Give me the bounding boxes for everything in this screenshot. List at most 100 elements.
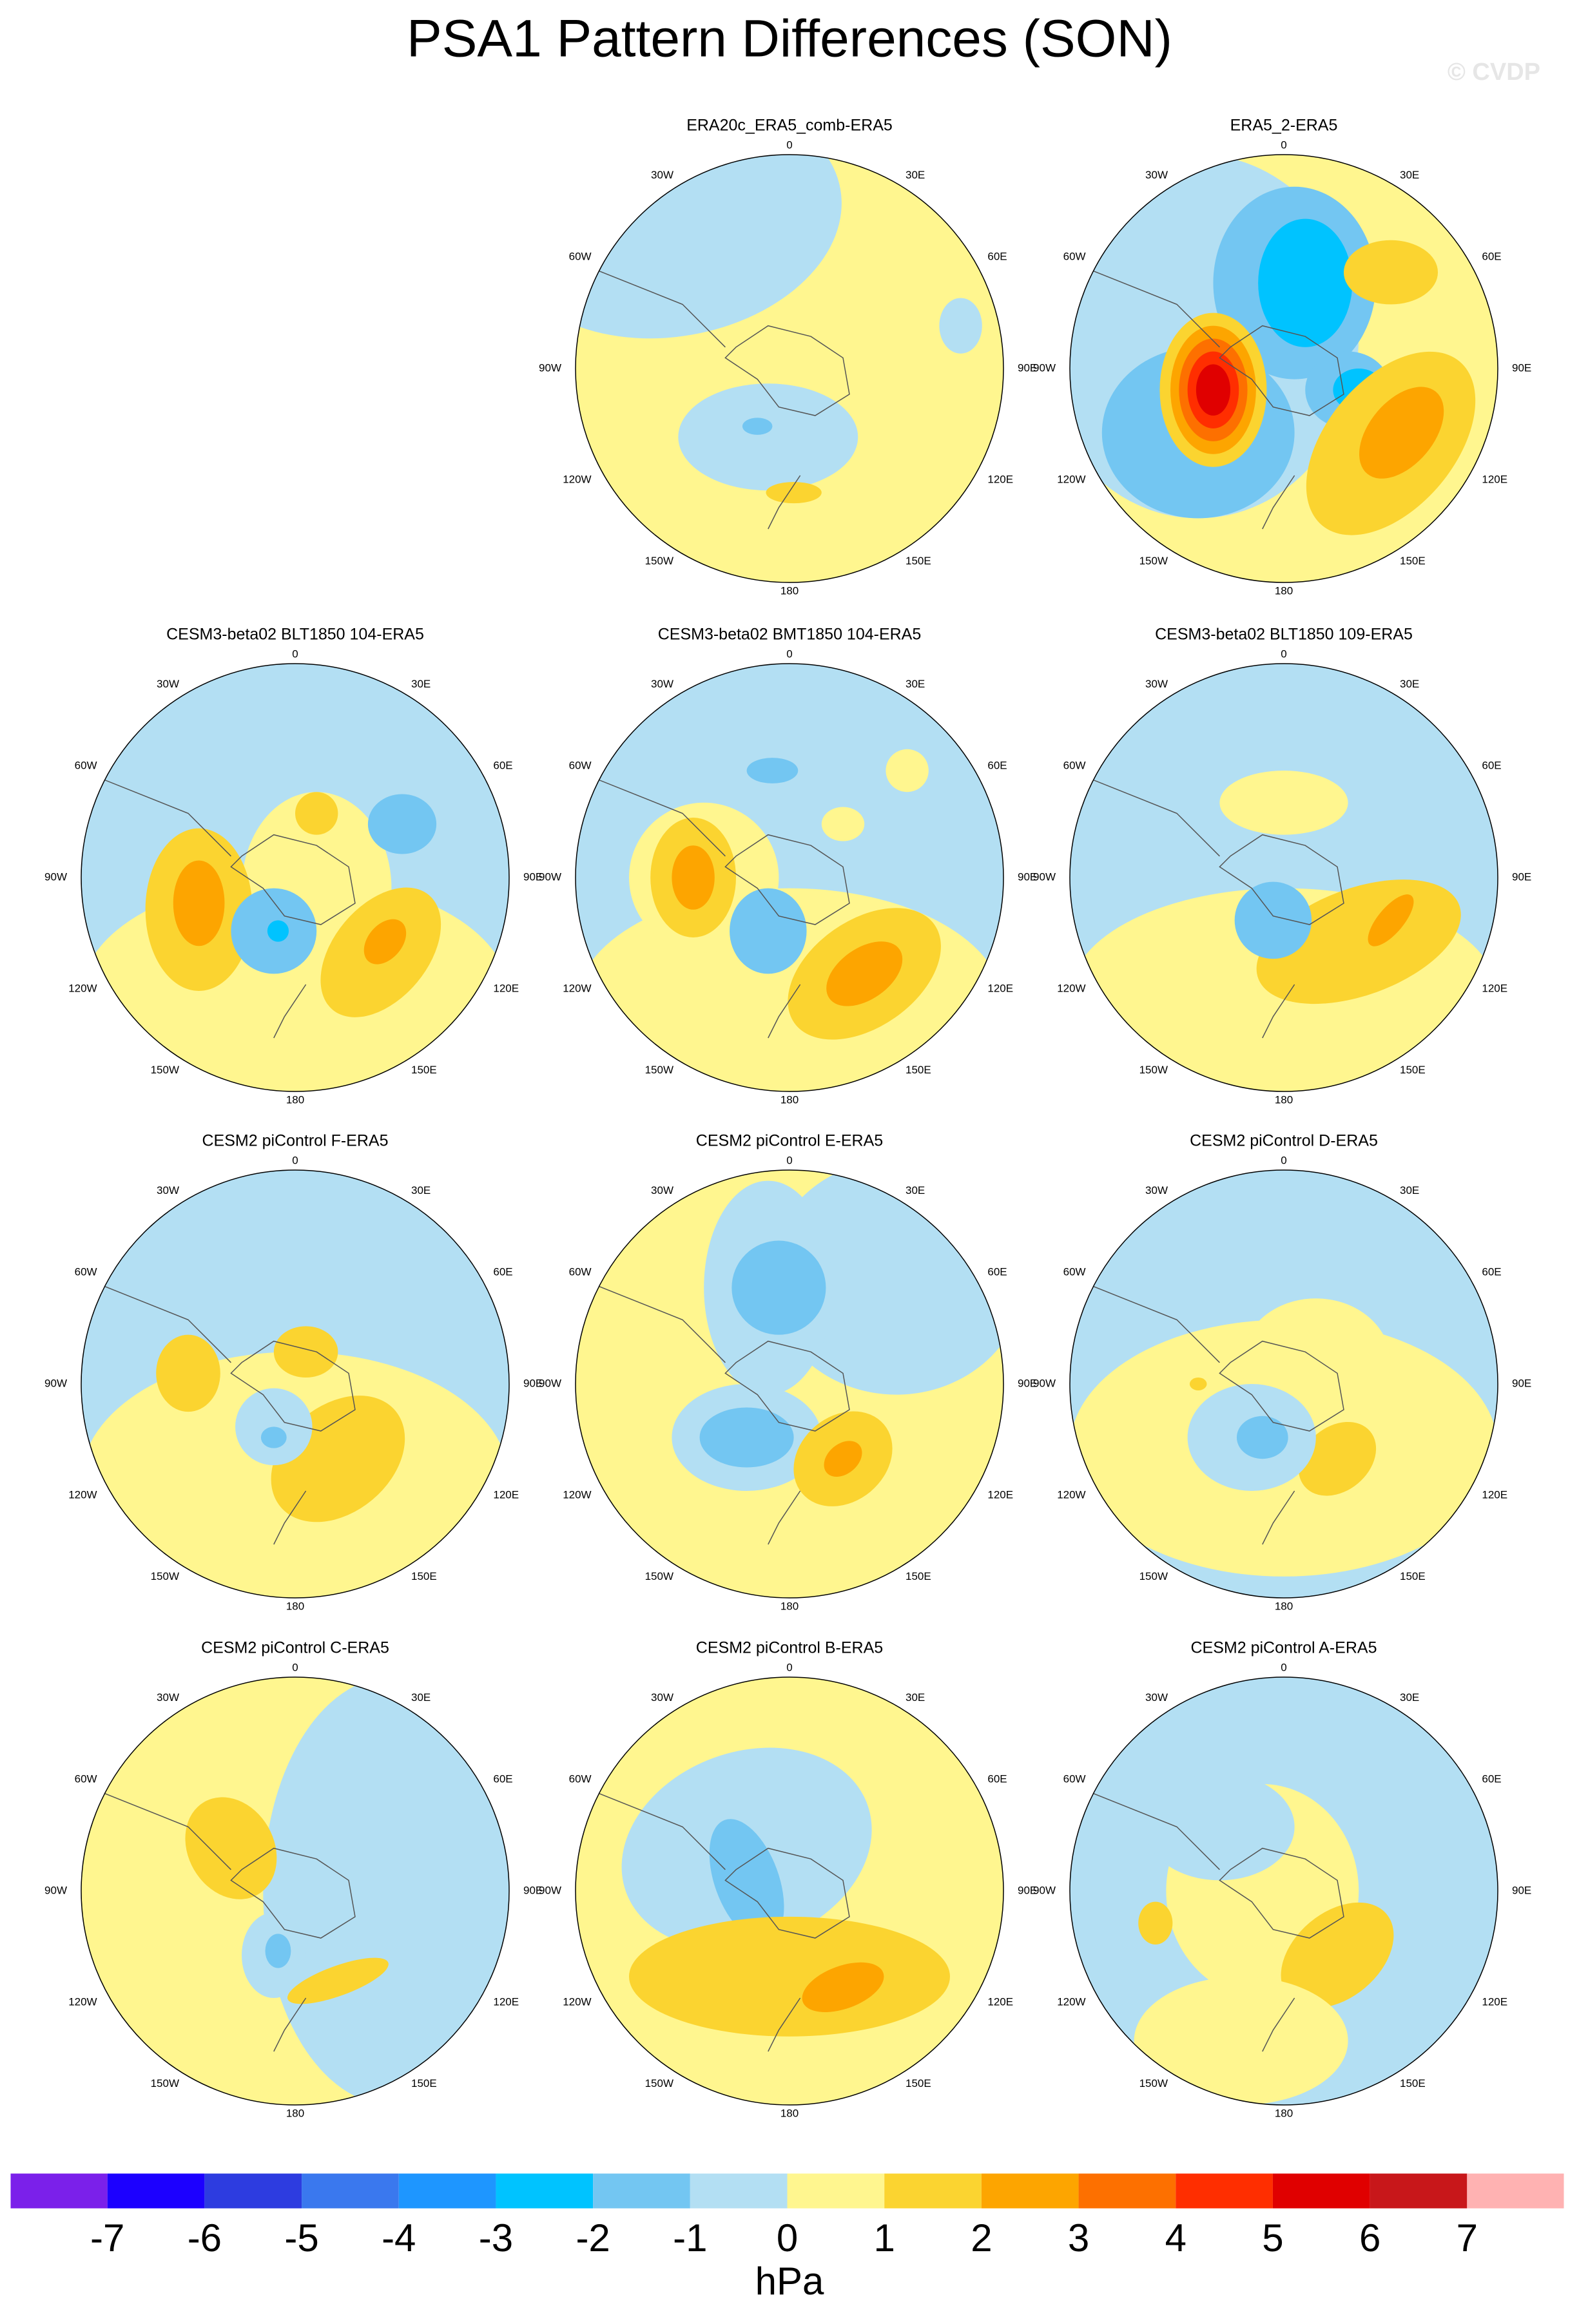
field-blob [672,845,715,910]
lon-label: 150E [906,1064,931,1076]
lon-label: 150E [1400,2077,1426,2089]
field-blob [265,1934,291,1968]
field-blob [678,383,858,491]
map-field [81,664,509,1091]
field-blob [1196,364,1230,416]
field-blob [1298,1421,1377,1496]
map-field [1070,1677,1498,2105]
lon-label: 30E [411,678,431,690]
lon-label: 60W [75,1265,97,1278]
colorbar-box [1078,2173,1176,2209]
lon-label: 120E [1482,1488,1507,1501]
lon-label: 120W [563,982,591,994]
colorbar-tick-label: 4 [1165,2216,1187,2260]
lon-label: 90E [523,1884,543,1896]
map-field [81,1170,509,1598]
coastline [230,1340,356,1432]
lon-label: 30E [411,1691,431,1704]
lon-label: 60W [1063,1772,1086,1785]
lon-label: 120W [68,1488,97,1501]
lon-label: 180 [1275,1093,1293,1106]
map-field [1070,1170,1498,1598]
lon-label: 120E [1482,982,1507,994]
lon-label: 30E [906,169,925,181]
field-blob [766,481,822,504]
field-blob [273,1326,338,1378]
field-blob [173,860,225,946]
map-border [575,663,1004,1092]
lon-label: 150E [1400,1064,1426,1076]
lon-label: 0 [1281,648,1286,660]
lon-label: 30E [906,1691,925,1704]
panel-title: CESM2 piControl E-ERA5 [696,1132,883,1150]
lon-label: 120W [1057,1995,1085,2008]
colorbar-tick-label: -5 [284,2216,318,2260]
panel-title: ERA5_2-ERA5 [1230,117,1338,135]
lon-label: 150E [906,555,931,567]
field-blob [826,941,903,1006]
lon-label: 60W [569,1265,592,1278]
lon-label: 120W [563,473,591,485]
colorbar-box [1370,2173,1468,2209]
colorbar-box [204,2173,302,2209]
lon-label: 60W [569,1772,592,1785]
coastline [1262,475,1295,530]
coastline [1262,1490,1295,1545]
coastline [1219,325,1344,416]
map-border [81,1169,510,1599]
lon-label: 0 [786,648,792,660]
coastline [1219,1340,1344,1432]
lon-label: 60E [987,1772,1007,1785]
field-blob [1234,881,1312,959]
lon-label: 90W [1033,361,1056,374]
map-border [1069,663,1498,1092]
coastline [230,1847,356,1939]
lon-label: 120W [1057,982,1085,994]
lon-label: 30E [906,1184,925,1196]
lon-label: 30E [1400,1184,1419,1196]
lon-label: 90E [1018,870,1037,883]
field-blob [263,1677,509,2105]
colorbar-box [398,2173,496,2209]
coastline [230,834,356,925]
lon-label: 60E [493,1265,512,1278]
lon-label: 30E [906,678,925,690]
lon-label: 60E [987,759,1007,771]
colorbar-box [10,2173,108,2209]
coastline [1070,770,1220,857]
field-blob [295,792,338,835]
colorbar-tick-label: -1 [673,2216,707,2260]
lon-label: 0 [1281,139,1286,151]
figure-title: PSA1 Pattern Differences (SON) [407,10,1172,68]
map-field [81,1677,509,2105]
lon-label: 0 [1281,1154,1286,1166]
lon-label: 90W [44,870,67,883]
field-blob [1145,1773,1295,1881]
lon-label: 120W [1057,1488,1085,1501]
panel-title: CESM3-beta02 BLT1850 104-ERA5 [166,626,424,644]
lon-label: 90E [523,1377,543,1389]
lon-label: 90E [1018,361,1037,374]
lon-label: 60W [75,759,97,771]
field-blob [1359,387,1444,479]
lon-label: 90W [1033,1377,1056,1389]
lon-label: 90W [539,870,561,883]
lon-label: 180 [286,1093,304,1106]
colorbar-tick-label: 6 [1359,2216,1380,2260]
field-blob [287,1957,389,2004]
lon-label: 60W [1063,1265,1086,1278]
lon-label: 90W [1033,1884,1056,1896]
panel-title: CESM2 piControl F-ERA5 [202,1132,389,1150]
lon-label: 30E [1400,169,1419,181]
lon-label: 90E [523,870,543,883]
lon-label: 90E [1512,361,1531,374]
map-border [81,1676,510,2106]
lon-label: 60E [493,1772,512,1785]
lon-label: 150E [411,2077,437,2089]
lon-label: 180 [780,2107,799,2119]
coastline [273,984,307,1039]
field-blob [1219,771,1348,835]
coastline [724,325,850,416]
lon-label: 60E [1482,1265,1501,1278]
coastline [576,1276,726,1363]
